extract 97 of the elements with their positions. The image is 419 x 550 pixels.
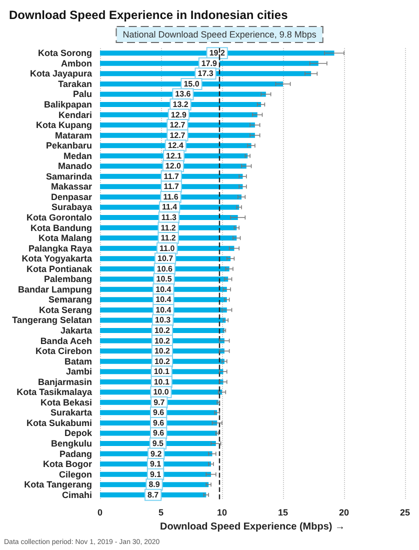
data-label: 10.5: [156, 274, 172, 284]
y-tick-label: Tangerang Selatan: [12, 315, 92, 326]
data-label: 11.3: [161, 213, 178, 222]
y-tick-label: Manado: [58, 161, 92, 172]
y-tick-label: Cimahi: [62, 490, 92, 500]
data-label: 11.7: [164, 182, 180, 192]
y-tick-label: Kota Sorong: [38, 48, 92, 58]
y-tick-label: Jakarta: [60, 326, 93, 336]
data-label: 12.1: [166, 151, 182, 160]
data-label: 10.3: [155, 316, 172, 325]
data-label: 12.0: [165, 162, 182, 171]
y-tick-label: Kota Sukabumi: [26, 418, 92, 428]
y-tick-label: Kota Gorontalo: [26, 212, 92, 222]
data-label: 10.4: [156, 295, 172, 304]
data-label: 13.2: [172, 100, 189, 109]
data-label: 10.4: [156, 284, 172, 294]
y-tick-label: Kota Pontianak: [26, 264, 93, 274]
y-tick-label: Palangka Raya: [28, 243, 93, 254]
y-tick-label: Balikpapan: [44, 100, 92, 110]
data-label: 12.7: [170, 130, 186, 140]
x-axis-title: Download Speed Experience (Mbps) →: [160, 522, 346, 532]
data-label: 12.7: [170, 120, 186, 130]
y-tick-label: Makassar: [50, 182, 92, 192]
data-label: 19.2: [209, 48, 226, 58]
y-tick-label: Kota Jayapura: [30, 68, 93, 79]
data-label: 10.1: [154, 367, 170, 376]
y-tick-label: Surabaya: [51, 202, 93, 212]
data-label: 11.2: [160, 223, 176, 232]
y-tick-label: Kota Kupang: [36, 120, 92, 130]
y-tick-label: Ambon: [61, 58, 92, 68]
data-label: 9.7: [154, 398, 166, 407]
data-label: 9.5: [152, 439, 164, 448]
y-tick-label: Banjarmasin: [38, 376, 92, 387]
data-label: 9.2: [150, 449, 162, 458]
y-tick-label: Samarinda: [46, 171, 93, 182]
data-label: 9.6: [152, 428, 165, 438]
y-tick-label: Tarakan: [58, 78, 92, 89]
y-tick-label: Surakarta: [50, 408, 93, 418]
data-label: 8.9: [148, 480, 160, 490]
data-label: 10.0: [153, 388, 170, 397]
x-tick-label: 0: [97, 508, 103, 518]
y-tick-label: Kota Bandung: [30, 222, 92, 233]
data-label: 13.6: [175, 90, 192, 99]
y-tick-label: Kota Bekasi: [40, 397, 92, 408]
data-label: 9.1: [150, 470, 162, 479]
data-label: 10.2: [154, 326, 171, 335]
data-label: 10.2: [154, 356, 171, 366]
chart-title: Download Speed Experience in Indonesian cities: [9, 8, 288, 22]
y-tick-label: Kota Bogor: [43, 459, 92, 470]
data-label: 8.7: [148, 490, 160, 500]
y-tick-label: Padang: [59, 448, 92, 459]
y-tick-label: Pekanbaru: [46, 140, 92, 151]
x-tick-label: 25: [400, 508, 410, 518]
data-label: 9.6: [152, 408, 165, 418]
data-label: 15.0: [184, 79, 200, 88]
data-label: 11.2: [160, 234, 176, 243]
y-tick-label: Kota Yogyakarta: [22, 254, 93, 264]
data-label: 10.2: [154, 346, 171, 356]
y-tick-label: Denpasar: [50, 192, 92, 202]
data-label: 10.1: [154, 377, 170, 386]
data-label: 11.4: [162, 202, 178, 212]
y-tick-label: Medan: [63, 150, 92, 161]
y-tick-label: Batam: [64, 356, 92, 366]
data-label: 10.6: [156, 264, 173, 274]
y-tick-label: Depok: [64, 428, 93, 438]
y-tick-label: Kota Tangerang: [24, 480, 92, 490]
data-label: 10.4: [156, 305, 172, 314]
data-label: 12.9: [170, 110, 188, 120]
y-tick-label: Kendari: [58, 110, 92, 120]
x-tick-label: 15: [278, 508, 288, 518]
y-tick-label: Semarang: [48, 294, 92, 305]
data-label: 17.9: [201, 58, 218, 68]
data-label: 11.0: [160, 244, 176, 253]
x-tick-label: 5: [158, 508, 164, 518]
y-tick-label: Kota Serang: [38, 304, 92, 315]
data-label: 9.6: [152, 418, 165, 428]
y-tick-label: Bengkulu: [50, 438, 92, 448]
y-tick-label: Bandar Lampung: [18, 284, 92, 294]
x-tick-label: 10: [216, 508, 228, 518]
data-label: 9.1: [150, 460, 162, 469]
data-label: 11.6: [163, 192, 179, 202]
data-label: 17.3: [198, 69, 214, 78]
y-tick-label: Mataram: [54, 130, 92, 140]
data-label: 12.4: [168, 141, 184, 150]
data-label: 10.2: [154, 336, 171, 346]
ref-line-label: National Download Speed Experience, 9.8 Mbps: [122, 30, 317, 40]
data-label: 11.7: [164, 172, 180, 181]
y-tick-label: Kota Cirebon: [35, 346, 92, 356]
y-tick-label: Jambi: [66, 366, 92, 377]
y-tick-label: Palu: [72, 89, 92, 100]
y-tick-label: Palembang: [44, 274, 92, 284]
data-label: 10.7: [157, 254, 174, 264]
y-tick-label: Cilegon: [59, 469, 92, 480]
y-tick-label: Kota Tasikmalaya: [16, 387, 93, 398]
x-tick-label: 20: [338, 508, 350, 518]
y-tick-label: Kota Malang: [38, 233, 92, 244]
y-tick-label: Banda Aceh: [40, 336, 92, 346]
